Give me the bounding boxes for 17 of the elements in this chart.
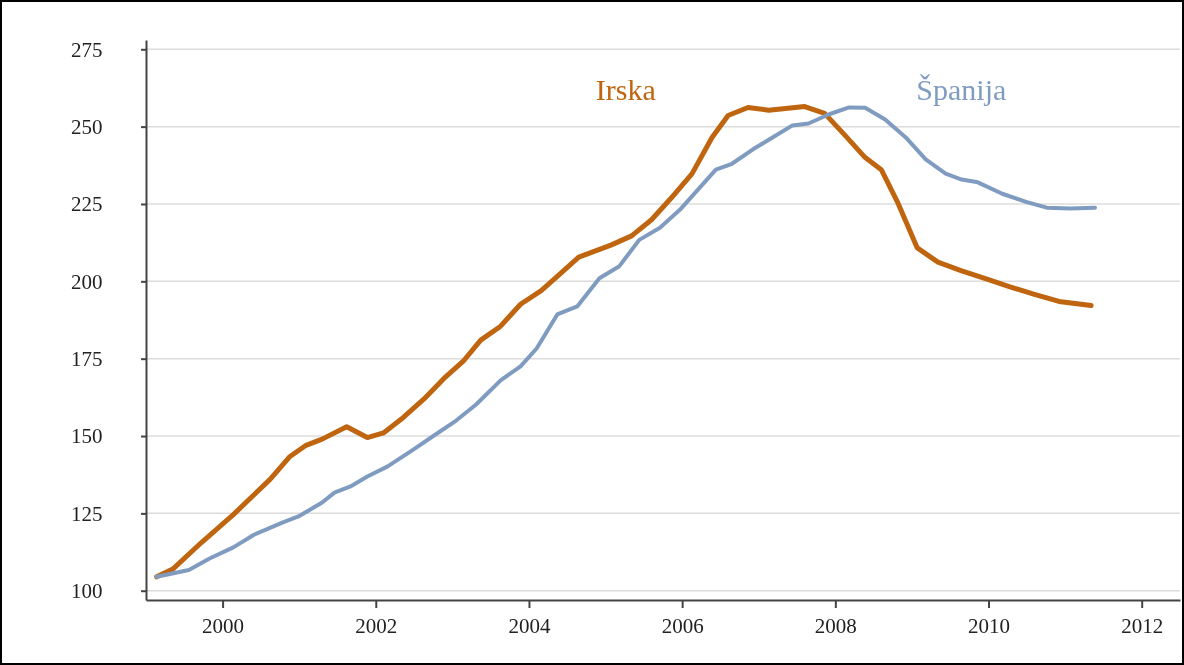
x-tick-label: 2008 [814,613,857,638]
x-tick-label: 2004 [508,613,551,638]
y-tick-label: 250 [71,114,103,139]
x-tick-label: 2006 [661,613,704,638]
x-tick-label: 2012 [1121,613,1164,638]
y-tick-label: 275 [71,37,103,62]
y-tick-label: 125 [71,501,103,526]
y-tick-label: 225 [71,192,103,217]
x-tick-label: 2000 [202,613,245,638]
y-tick-label: 175 [71,346,103,371]
x-tick-label: 2002 [355,613,398,638]
y-tick-label: 150 [71,424,103,449]
series-label: Španija [916,73,1007,106]
y-tick-label: 100 [71,578,103,603]
x-tick-label: 2010 [968,613,1011,638]
text: Irska [595,73,656,106]
y-tick-label: 200 [71,269,103,294]
